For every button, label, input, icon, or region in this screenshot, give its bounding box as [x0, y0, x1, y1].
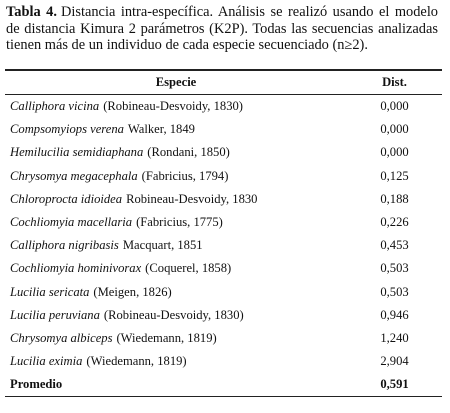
species-name: Lucilia sericata	[10, 284, 90, 299]
dist-cell: 0,125	[380, 168, 409, 183]
species-authority: (Robineau-Desvoidy, 1830)	[103, 307, 244, 322]
species-cell: Compsomyiops verena Walker, 1849	[5, 118, 347, 141]
species-authority: Macquart, 1851	[122, 238, 203, 253]
row: Lucilia peruviana (Robineau-Desvoidy, 183…	[5, 304, 442, 327]
table-head: Especie Dist.	[5, 70, 442, 95]
row: Chrysomya megacephala (Fabricius, 1794) 0,…	[5, 165, 442, 188]
dist-cell: 0,946	[380, 307, 409, 322]
species-authority: (Fabricius, 1794)	[141, 168, 229, 183]
species-cell: Lucilia eximia (Wiedemann, 1819)	[5, 350, 347, 373]
row: Calliphora nigribasis Macquart, 1851 0,453	[5, 234, 442, 257]
species-name: Hemilucilia semidiaphana	[10, 145, 144, 160]
species-authority: (Wiedemann, 1819)	[86, 354, 187, 369]
header-cell: Dist.	[382, 75, 407, 89]
row: Calliphora vicina (Robineau-Desvoidy, 183…	[5, 95, 442, 119]
dist-cell: 0,226	[380, 215, 409, 230]
footer-dist: 0,591	[380, 377, 409, 392]
species-authority: (Robineau-Desvoidy, 1830)	[103, 99, 243, 114]
table-body: Calliphora vicina (Robineau-Desvoidy, 183…	[5, 95, 442, 374]
dist-cell: 0,000	[380, 122, 409, 137]
species-name: Lucilia peruviana	[10, 307, 100, 322]
dist-cell: 0,000	[380, 145, 409, 160]
dist-cell: 0,453	[380, 238, 409, 253]
caption-label: Tabla 4.	[6, 4, 57, 20]
species-authority: (Rondani, 1850)	[147, 145, 230, 160]
footer-row: Promedio 0,591	[5, 373, 442, 397]
species-name: Lucilia eximia	[10, 354, 83, 369]
row: Lucilia sericata (Meigen, 1826) 0,503	[5, 281, 442, 304]
species-name: Calliphora vicina	[10, 99, 100, 114]
species-name: Chloroprocta idioidea	[10, 191, 123, 206]
species-authority: Robineau-Desvoidy, 1830	[126, 191, 258, 206]
header-row: Especie Dist.	[5, 70, 442, 95]
species-cell: Cochliomyia hominivorax (Coquerel, 1858)	[5, 257, 347, 280]
table-foot: Promedio 0,591	[5, 373, 442, 397]
species-name: Compsomyiops verena	[10, 122, 124, 137]
dist-cell: 1,240	[380, 330, 409, 345]
species-authority: (Meigen, 1826)	[93, 284, 172, 299]
row: Chloroprocta idioidea Robineau-Desvoidy, …	[5, 188, 442, 211]
row: Cochliomyia macellaria (Fabricius, 1775) 0…	[5, 211, 442, 234]
species-name: Chrysomya megacephala	[10, 168, 138, 183]
species-cell: Hemilucilia semidiaphana (Rondani, 1850)	[5, 141, 347, 164]
dist-cell: 0,503	[380, 284, 409, 299]
caption: Tabla 4. Distancia intra-específica. Anál…	[6, 4, 438, 54]
species-name: Chrysomya albiceps	[10, 330, 113, 345]
species-cell: Chrysomya megacephala (Fabricius, 1794)	[5, 165, 347, 188]
species-authority: (Coquerel, 1858)	[145, 261, 232, 276]
row: Chrysomya albiceps (Wiedemann, 1819) 1,240	[5, 327, 442, 350]
footer-label: Promedio	[10, 377, 63, 392]
species-authority: Walker, 1849	[127, 122, 195, 137]
species-cell: Lucilia sericata (Meigen, 1826)	[5, 281, 347, 304]
dist-cell: 0,188	[380, 191, 409, 206]
header-cell: Especie	[155, 75, 197, 89]
species-cell: Calliphora nigribasis Macquart, 1851	[5, 234, 347, 257]
dist-cell: 2,904	[380, 354, 409, 369]
row: Compsomyiops verena Walker, 1849 0,000	[5, 118, 442, 141]
species-cell: Calliphora vicina (Robineau-Desvoidy, 183…	[5, 95, 347, 119]
row: Hemilucilia semidiaphana (Rondani, 1850) 0…	[5, 141, 442, 164]
species-cell: Lucilia peruviana (Robineau-Desvoidy, 183…	[5, 304, 347, 327]
row: Lucilia eximia (Wiedemann, 1819) 2,904	[5, 350, 442, 373]
species-cell: Chloroprocta idioidea Robineau-Desvoidy, …	[5, 188, 347, 211]
dist-cell: 0,000	[380, 99, 409, 114]
species-name: Calliphora nigribasis	[10, 238, 119, 253]
dist-cell: 0,503	[380, 261, 409, 276]
caption-text: Distancia intra-específica. Análisis se …	[6, 4, 439, 53]
row: Cochliomyia hominivorax (Coquerel, 1858) 0…	[5, 257, 442, 280]
species-cell: Chrysomya albiceps (Wiedemann, 1819)	[5, 327, 347, 350]
species-cell: Cochliomyia macellaria (Fabricius, 1775)	[5, 211, 347, 234]
species-name: Cochliomyia macellaria	[10, 215, 133, 230]
species-authority: (Fabricius, 1775)	[136, 215, 223, 230]
table: Especie Dist. Calliphora vicina (Robineau…	[5, 69, 442, 397]
species-authority: (Wiedemann, 1819)	[116, 330, 217, 345]
species-name: Cochliomyia hominivorax	[10, 261, 142, 276]
